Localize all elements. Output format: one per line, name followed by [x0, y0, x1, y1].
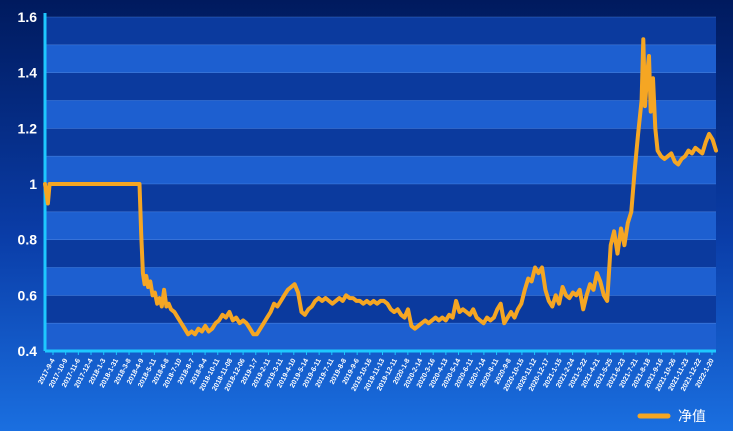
- plot-band: [45, 323, 716, 351]
- plot-band: [45, 100, 716, 129]
- y-tick-label: 0.4: [18, 343, 38, 359]
- plot-band: [45, 128, 716, 157]
- y-tick-label: 0.6: [18, 287, 38, 303]
- plot-band: [45, 239, 716, 268]
- x-axis-tick-labels: 2017-9-42017-10-92017-11-62017-12-42018-…: [37, 351, 716, 393]
- plot-band: [45, 211, 716, 240]
- plot-band: [45, 17, 716, 45]
- y-tick-label: 1.6: [18, 9, 38, 25]
- plot-band: [45, 184, 716, 212]
- y-tick-label: 1.2: [18, 120, 38, 136]
- y-axis-tick-labels: 0.4 0.6 0.8 1 1.2 1.4 1.6: [18, 9, 38, 359]
- plot-band: [45, 156, 716, 184]
- plot-band: [45, 44, 716, 73]
- legend-label-net-value: 净值: [678, 409, 706, 425]
- y-tick-label: 0.8: [18, 232, 38, 248]
- y-tick-label: 1.4: [18, 65, 38, 81]
- plot-band: [45, 72, 716, 101]
- series-line-net-value: [43, 37, 718, 337]
- y-tick-label: 1: [29, 176, 37, 192]
- axes: [43, 13, 716, 353]
- series-lines: [43, 37, 718, 337]
- plot-background-bands: [45, 17, 716, 351]
- legend[interactable]: 净值: [637, 409, 706, 425]
